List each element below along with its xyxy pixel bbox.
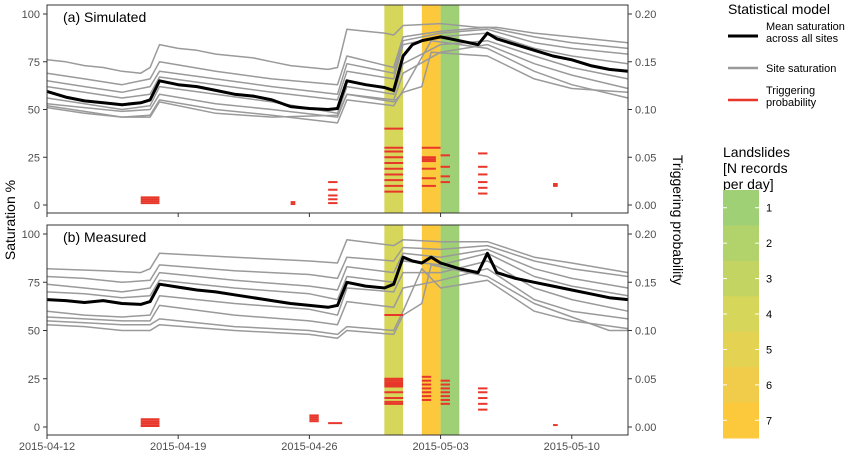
legend-landslide-label: 2 bbox=[766, 238, 772, 250]
legend-entry-label: across all sites bbox=[766, 33, 839, 45]
legend-statistical-model: Statistical model Mean saturationacross … bbox=[728, 1, 845, 109]
x-tick-label: 2015-05-03 bbox=[412, 441, 468, 453]
site-saturation-line bbox=[46, 239, 629, 274]
y-tick-label: 25 bbox=[28, 152, 40, 164]
legend-entry-label: probability bbox=[766, 97, 817, 109]
legend-landslide-swatch bbox=[723, 367, 759, 404]
site-saturation-line bbox=[46, 260, 629, 318]
legend-entry-label: Mean saturation bbox=[766, 21, 845, 33]
y-tick-label: 0 bbox=[34, 422, 40, 434]
legend-statistical-title: Statistical model bbox=[728, 1, 830, 17]
legend-landslide-swatch bbox=[723, 296, 759, 333]
site-saturation-line bbox=[46, 267, 629, 326]
legend-landslide-label: 1 bbox=[766, 203, 772, 215]
y-tick-label: 50 bbox=[28, 326, 40, 338]
panel-label: (a) Simulated bbox=[63, 9, 146, 25]
panels-layer: (a) Simulated 0 25 50 75 100 0.00 0.05 0.10 0.15 0… bbox=[19, 4, 656, 453]
site-saturation-line bbox=[46, 252, 629, 301]
panel-simulated: (a) Simulated 0 25 50 75 100 0.00 0.05 0.10 0.15 0… bbox=[22, 4, 656, 217]
legend-landslide-swatch bbox=[723, 190, 759, 226]
legend-landslide-swatch bbox=[723, 402, 759, 439]
site-saturation-line bbox=[46, 26, 629, 86]
legend-entry-label: Site saturation bbox=[766, 63, 836, 75]
site-saturation-line bbox=[46, 51, 629, 118]
y2-tick-label: 0.10 bbox=[635, 326, 656, 338]
y2-tick-label: 0.05 bbox=[635, 374, 656, 386]
x-tick-label: 2015-04-19 bbox=[150, 441, 206, 453]
x-tick-label: 2015-04-12 bbox=[19, 441, 75, 453]
panel-measured: (b) Measured 0 25 50 75 100 0.00 0.05 0.10 0.15 0.… bbox=[19, 224, 656, 453]
legend-landslide-label: 5 bbox=[766, 344, 772, 356]
site-saturation-line bbox=[46, 22, 629, 74]
y2-tick-label: 0.15 bbox=[635, 277, 656, 289]
site-saturation-line bbox=[46, 248, 629, 293]
legend-landslide-label: 3 bbox=[766, 274, 772, 286]
y-tick-label: 0 bbox=[34, 200, 40, 212]
legend-landslides-title: [N records bbox=[723, 160, 788, 176]
y-tick-label: 100 bbox=[22, 229, 40, 241]
site-saturation-line bbox=[46, 39, 629, 115]
site-saturation-line bbox=[46, 32, 629, 101]
landslide-band bbox=[384, 5, 404, 213]
site-saturation-line bbox=[46, 39, 629, 124]
y2-axis-title: Triggering probability bbox=[670, 155, 686, 285]
panel-label: (b) Measured bbox=[63, 229, 146, 245]
legend-landslide-swatch bbox=[723, 331, 759, 368]
y-tick-label: 25 bbox=[28, 374, 40, 386]
mean-saturation-line bbox=[46, 31, 629, 111]
y-axis-title: Saturation % bbox=[2, 180, 18, 260]
y2-tick-label: 0.00 bbox=[635, 200, 656, 212]
landslide-band bbox=[421, 225, 441, 435]
landslide-band bbox=[440, 5, 460, 213]
site-saturation-line bbox=[46, 267, 629, 336]
y2-tick-label: 0.20 bbox=[635, 229, 656, 241]
site-saturation-line bbox=[46, 264, 628, 339]
y2-tick-label: 0.15 bbox=[635, 57, 656, 69]
y-tick-label: 75 bbox=[28, 277, 40, 289]
x-tick-label: 2015-05-10 bbox=[544, 441, 600, 453]
legend-landslides-title: Landslides bbox=[723, 144, 790, 160]
legend-entry-label: Triggering bbox=[766, 85, 815, 97]
site-saturation-line bbox=[46, 244, 629, 284]
y-tick-label: 75 bbox=[28, 57, 40, 69]
legend-landslide-label: 7 bbox=[766, 415, 772, 427]
y-tick-label: 50 bbox=[28, 105, 40, 117]
legend-landslide-label: 6 bbox=[766, 380, 772, 392]
y2-tick-label: 0.10 bbox=[635, 105, 656, 117]
legend-entry: Site saturation bbox=[728, 63, 836, 75]
legend-landslide-label: 4 bbox=[766, 309, 772, 321]
legend-landslide-swatch bbox=[723, 225, 759, 262]
mean-saturation-line bbox=[46, 251, 629, 309]
y-tick-label: 100 bbox=[22, 9, 40, 21]
y2-tick-label: 0.20 bbox=[635, 9, 656, 21]
y2-tick-label: 0.00 bbox=[635, 422, 656, 434]
y2-tick-label: 0.05 bbox=[635, 152, 656, 164]
legend-landslide-swatch bbox=[723, 260, 759, 297]
legend-landslides-title: per day] bbox=[723, 176, 774, 192]
site-saturation-line bbox=[46, 28, 629, 95]
x-tick-label: 2015-04-26 bbox=[281, 441, 337, 453]
